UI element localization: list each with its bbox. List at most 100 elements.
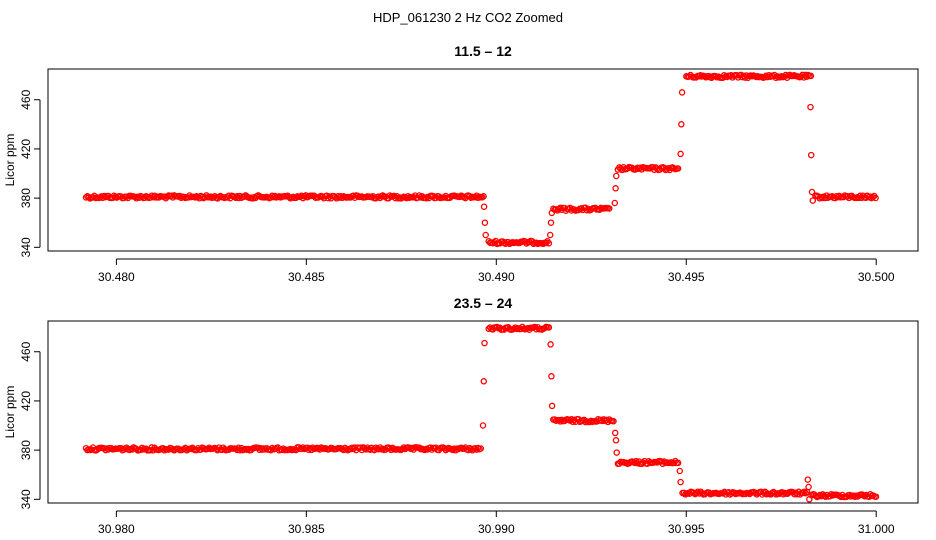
- y-tick-label: 460: [19, 341, 33, 361]
- chart-panel-top: 11.5 – 12 30.480 30.485 30.490 30.495 30.500 3…: [3, 43, 919, 284]
- data-point: [772, 74, 780, 82]
- data-point: [846, 491, 853, 499]
- data-point: [547, 219, 555, 226]
- data-point: [480, 193, 487, 200]
- data-point: [677, 150, 684, 158]
- x-tick-label: 30.485: [288, 270, 325, 284]
- data-point: [780, 490, 787, 498]
- x-tick-label: 31.000: [858, 522, 895, 536]
- x-tick-label: 30.995: [668, 522, 705, 536]
- data-point: [548, 373, 555, 380]
- data-point: [807, 72, 815, 80]
- panel-title: 11.5 – 12: [454, 43, 512, 59]
- data-point: [816, 491, 824, 499]
- data-point: [613, 172, 620, 180]
- data-point: [807, 151, 815, 159]
- data-point: [482, 231, 489, 239]
- data-point: [548, 402, 556, 410]
- x-tick-label: 30.980: [98, 522, 135, 536]
- data-point: [477, 445, 485, 452]
- data-point: [612, 437, 620, 444]
- data-point: [776, 74, 784, 81]
- data-point: [869, 193, 877, 201]
- data-point: [806, 496, 813, 503]
- data-point: [547, 341, 554, 348]
- data-point: [612, 185, 619, 192]
- panel-title: 23.5 – 24: [454, 295, 513, 311]
- y-tick-label: 460: [19, 89, 33, 109]
- x-tick-label: 30.990: [478, 522, 515, 536]
- data-point: [481, 339, 488, 347]
- data-point: [606, 205, 613, 212]
- data-point: [542, 239, 550, 247]
- data-point: [319, 193, 326, 201]
- data-point: [399, 445, 406, 453]
- data-point: [480, 378, 488, 385]
- data-point: [271, 192, 279, 200]
- plot-frame: [47, 68, 919, 252]
- data-point: [610, 417, 617, 425]
- y-tick-label: 420: [19, 139, 33, 159]
- data-point: [611, 429, 619, 437]
- data-point: [481, 219, 489, 226]
- x-tick-label: 30.500: [858, 270, 895, 284]
- data-point: [473, 446, 480, 453]
- data-point: [653, 165, 661, 172]
- data-point: [578, 205, 585, 212]
- data-point: [804, 476, 812, 483]
- data-point: [807, 103, 814, 111]
- data-points: [82, 323, 880, 503]
- y-tick-label: 340: [19, 489, 33, 509]
- data-point: [545, 324, 553, 331]
- data-point: [557, 418, 564, 425]
- data-point: [809, 197, 817, 204]
- y-tick-label: 380: [19, 188, 33, 208]
- data-point: [861, 493, 869, 500]
- data-point: [611, 199, 619, 207]
- data-points: [82, 71, 879, 248]
- figure-title: HDP_061230 2 Hz CO2 Zoomed: [373, 10, 563, 25]
- data-point: [545, 240, 553, 247]
- data-point: [480, 203, 488, 210]
- data-point: [546, 231, 554, 239]
- data-point: [697, 72, 704, 79]
- chart-panel-bottom: 23.5 – 24 30.980 30.985 30.990 30.995 31.000 3…: [3, 295, 919, 536]
- data-point: [808, 188, 816, 196]
- data-point: [801, 488, 808, 495]
- data-point: [474, 444, 482, 452]
- y-axis-label: Licor ppm: [3, 134, 17, 187]
- y-tick-label: 380: [19, 440, 33, 460]
- data-point: [138, 444, 146, 452]
- data-point: [479, 422, 487, 429]
- data-point: [676, 467, 684, 475]
- data-point: [541, 324, 548, 332]
- data-point: [85, 194, 93, 201]
- data-point: [299, 444, 307, 451]
- x-tick-label: 30.495: [668, 270, 705, 284]
- data-point: [872, 493, 880, 500]
- data-point: [551, 416, 558, 423]
- data-point: [474, 194, 482, 202]
- data-point: [678, 121, 685, 128]
- y-tick-label: 420: [19, 391, 33, 411]
- y-axis-label: Licor ppm: [3, 386, 17, 439]
- data-point: [548, 209, 556, 217]
- data-point: [191, 194, 199, 201]
- data-point: [583, 206, 591, 214]
- data-point: [799, 489, 807, 497]
- data-point: [485, 325, 492, 333]
- data-point: [100, 192, 108, 200]
- data-point: [337, 193, 345, 200]
- x-tick-label: 30.480: [98, 270, 135, 284]
- x-tick-label: 30.490: [478, 270, 515, 284]
- x-tick-label: 30.985: [288, 522, 325, 536]
- data-point: [613, 449, 620, 456]
- data-point: [674, 459, 682, 467]
- data-point: [678, 89, 686, 96]
- data-point: [805, 483, 812, 491]
- data-point: [674, 165, 682, 172]
- data-point: [677, 478, 684, 486]
- y-tick-label: 340: [19, 237, 33, 257]
- data-point: [866, 193, 874, 200]
